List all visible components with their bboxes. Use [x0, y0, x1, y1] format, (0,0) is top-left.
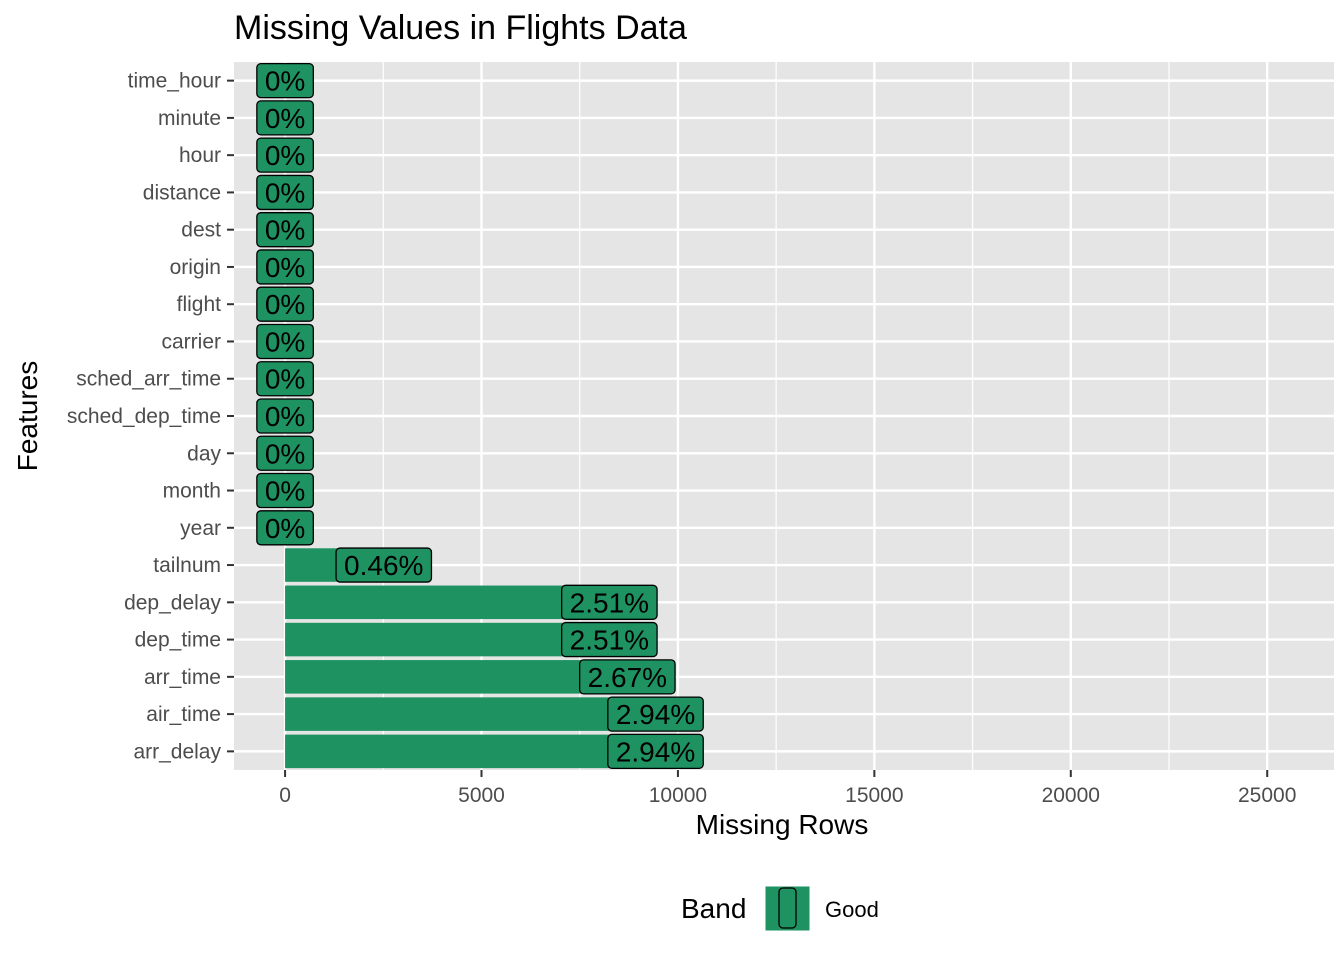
y-tick-label: day	[187, 442, 221, 465]
data-label: 2.67%	[579, 659, 676, 695]
legend-title: Band	[681, 893, 746, 924]
data-label: 0%	[256, 174, 314, 211]
data-label: 0%	[256, 510, 314, 546]
x-tick-label: 10000	[649, 784, 707, 807]
y-tick-label: month	[163, 480, 221, 503]
data-label: 0%	[256, 249, 314, 285]
bar	[285, 585, 610, 620]
y-tick-label: year	[180, 517, 221, 540]
chart-title: Missing Values in Flights Data	[234, 9, 687, 47]
y-tick-label: origin	[170, 256, 221, 279]
data-label: 0%	[256, 361, 314, 397]
svg-text:0%: 0%	[265, 252, 305, 283]
y-tick-label: dep_time	[135, 629, 221, 652]
svg-text:0%: 0%	[265, 364, 305, 395]
bar	[285, 622, 610, 657]
y-tick-label: sched_arr_time	[76, 368, 221, 391]
bar	[285, 660, 628, 694]
y-tick-label: distance	[143, 181, 221, 204]
data-label: 0%	[256, 100, 314, 136]
data-label: 0%	[256, 323, 314, 360]
svg-text:0%: 0%	[265, 476, 305, 507]
x-tick-label: 15000	[845, 784, 903, 807]
data-label: 0%	[256, 472, 314, 509]
x-axis-title: Missing Rows	[696, 809, 869, 840]
svg-text:0%: 0%	[265, 140, 305, 171]
y-tick-label: dep_delay	[124, 591, 221, 614]
svg-text:0%: 0%	[265, 401, 305, 432]
legend-key-label-icon	[778, 887, 797, 929]
data-label: 2.51%	[561, 621, 658, 658]
svg-text:0%: 0%	[265, 513, 305, 544]
svg-text:2.51%: 2.51%	[570, 587, 649, 618]
y-tick-label: tailnum	[153, 554, 221, 577]
svg-text:2.94%: 2.94%	[616, 736, 695, 767]
svg-text:0.46%: 0.46%	[344, 550, 423, 581]
y-tick-label: flight	[177, 293, 222, 316]
svg-text:2.94%: 2.94%	[616, 699, 695, 730]
data-label: 0%	[256, 286, 314, 322]
x-tick-label: 20000	[1042, 784, 1100, 807]
y-tick-label: time_hour	[128, 70, 221, 93]
bar	[285, 734, 656, 769]
svg-text:0%: 0%	[265, 326, 305, 357]
data-label: 2.94%	[607, 696, 704, 732]
data-labels: 0% 0% 0% 0% 0% 0% 0% 0% 0% 0% 0% 0% 0% 0.46% 2.51% 2.51…	[256, 62, 704, 770]
x-tick-label: 0	[279, 784, 291, 807]
bars	[285, 548, 656, 769]
y-tick-label: sched_dep_time	[67, 405, 221, 428]
data-label: 0%	[256, 398, 314, 434]
y-tick-label: arr_time	[144, 666, 221, 689]
svg-text:0%: 0%	[265, 66, 305, 97]
y-tick-label: dest	[181, 219, 221, 242]
y-tick-label: hour	[179, 144, 221, 167]
data-label: 0%	[256, 435, 314, 471]
svg-text:0%: 0%	[265, 438, 305, 469]
y-tick-label: minute	[158, 107, 221, 130]
data-label: 0%	[256, 137, 314, 173]
x-tick-label: 5000	[458, 784, 505, 807]
y-tick-label: carrier	[161, 330, 221, 353]
svg-text:0%: 0%	[265, 177, 305, 208]
y-axis-title: Features	[12, 361, 43, 472]
data-label: 2.51%	[561, 584, 658, 620]
x-axis: 0 5000 10000 15000 20000 25000	[279, 770, 1296, 807]
svg-text:2.51%: 2.51%	[570, 625, 649, 656]
y-tick-label: air_time	[146, 703, 221, 726]
bar	[285, 697, 656, 731]
data-label: 0%	[256, 62, 314, 99]
data-label: 0.46%	[335, 547, 433, 583]
svg-text:0%: 0%	[265, 289, 305, 320]
data-label: 0%	[256, 212, 314, 248]
x-tick-label: 25000	[1238, 784, 1296, 807]
y-tick-label: arr_delay	[133, 740, 221, 763]
svg-text:2.67%: 2.67%	[588, 662, 667, 693]
legend-label-good: Good	[825, 897, 879, 922]
svg-text:0%: 0%	[265, 215, 305, 246]
legend: Band Good	[681, 885, 879, 932]
grid	[234, 62, 1334, 770]
data-label: 2.94%	[607, 733, 704, 770]
svg-text:0%: 0%	[265, 103, 305, 134]
